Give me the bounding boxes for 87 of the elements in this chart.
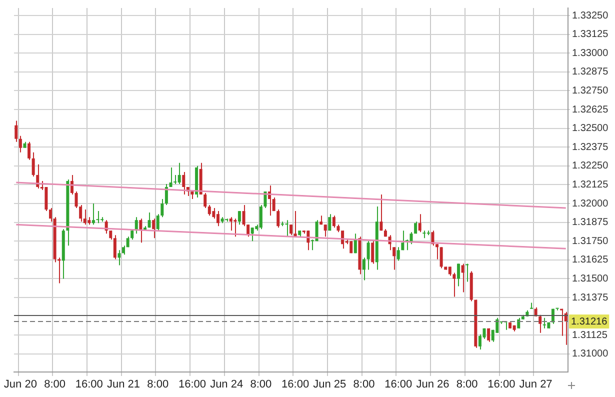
candlestick xyxy=(487,328,490,342)
x-tick-label: Jun 25 xyxy=(313,378,346,391)
x-tick-label: Jun 20 xyxy=(4,378,37,391)
candlestick xyxy=(152,218,156,239)
candlestick xyxy=(362,257,366,281)
y-tick-label: 1.33250 xyxy=(572,10,609,22)
candlestick xyxy=(118,250,121,266)
y-tick-label: 1.32000 xyxy=(572,198,609,210)
y-tick-label: 1.31875 xyxy=(572,217,609,228)
candlestick xyxy=(350,240,353,254)
x-tick-label: 8:00 xyxy=(456,378,478,391)
candlestick xyxy=(204,192,207,209)
candlestick xyxy=(28,141,31,160)
y-tick-label: 1.31125 xyxy=(572,330,608,341)
x-tick-label: Jun 21 xyxy=(106,378,140,391)
y-tick-label: 1.32875 xyxy=(572,66,609,78)
candlestick xyxy=(208,204,211,216)
candlestick xyxy=(466,263,469,282)
y-tick-label: 1.32750 xyxy=(572,85,609,96)
x-tick-label: 16:00 xyxy=(75,378,103,391)
candlestick xyxy=(83,209,86,226)
candlestick xyxy=(414,221,418,234)
candlestick xyxy=(79,204,82,222)
candlestick xyxy=(324,224,327,238)
x-tick-label: 16:00 xyxy=(488,378,516,391)
candlestick xyxy=(289,224,293,236)
candlestick xyxy=(164,183,168,206)
candlestick xyxy=(401,230,404,251)
candlestick xyxy=(366,240,370,270)
y-tick-label: 1.32250 xyxy=(572,160,609,172)
x-tick-label: Jun 27 xyxy=(519,378,552,391)
y-tick-label: 1.33000 xyxy=(572,48,609,59)
x-tick-label: 16:00 xyxy=(384,378,412,391)
candlestick xyxy=(456,263,460,287)
ref-line-label: 1.31216 xyxy=(571,316,608,328)
candlestick xyxy=(418,214,422,233)
x-tick-label: 8:00 xyxy=(353,378,375,391)
candlestick xyxy=(332,215,336,228)
candlestick xyxy=(74,191,78,209)
y-tick-label: 1.31375 xyxy=(572,292,609,304)
candlestick xyxy=(285,220,288,238)
y-tick-label: 1.32500 xyxy=(572,123,609,134)
candlestick xyxy=(328,214,332,232)
candlestick xyxy=(396,246,400,262)
x-tick-label: Jun 24 xyxy=(210,378,244,391)
candlestick xyxy=(169,166,172,188)
y-tick-label: 1.33125 xyxy=(572,29,609,40)
candlestick xyxy=(542,317,546,329)
candlestick xyxy=(234,218,237,238)
candlestick xyxy=(276,209,280,228)
candlestick xyxy=(371,240,374,264)
candlestick xyxy=(18,135,22,153)
candlestick xyxy=(560,308,564,336)
y-tick-label: 1.32625 xyxy=(572,104,609,116)
candlestick xyxy=(250,227,254,242)
y-tick-label: 1.32375 xyxy=(572,142,609,153)
y-tick-label: 1.31000 xyxy=(572,348,609,360)
candlestick xyxy=(452,272,456,298)
y-tick-label: 1.32125 xyxy=(572,179,609,190)
candlestick xyxy=(538,314,542,334)
candlestick xyxy=(229,216,232,232)
candlestick xyxy=(238,210,241,226)
candlestick xyxy=(216,210,220,227)
candlestick xyxy=(32,152,35,177)
candlestick xyxy=(440,246,443,269)
x-tick-label: 8:00 xyxy=(44,378,66,391)
candlestick xyxy=(461,263,464,293)
candlestick xyxy=(354,233,357,254)
candlestick xyxy=(380,194,383,232)
x-tick-label: 8:00 xyxy=(250,378,272,391)
x-tick-label: Jun 26 xyxy=(416,378,450,391)
candlestick xyxy=(113,234,116,260)
candlestick xyxy=(92,203,95,226)
candlestick xyxy=(448,266,452,276)
candlestick xyxy=(178,162,181,184)
y-tick-label: 1.31500 xyxy=(572,273,609,284)
candlestick xyxy=(148,212,151,228)
candlestick xyxy=(182,171,186,196)
candlestick xyxy=(556,308,559,311)
x-tick-label: 16:00 xyxy=(282,378,310,391)
candlestick xyxy=(212,208,216,220)
candlestick xyxy=(14,120,18,142)
y-tick-label: 1.31625 xyxy=(572,254,609,266)
x-tick-label: 8:00 xyxy=(147,378,169,391)
x-tick-label: 16:00 xyxy=(178,378,206,391)
y-tick-label: 1.31750 xyxy=(572,236,609,247)
candlestick xyxy=(96,210,100,224)
